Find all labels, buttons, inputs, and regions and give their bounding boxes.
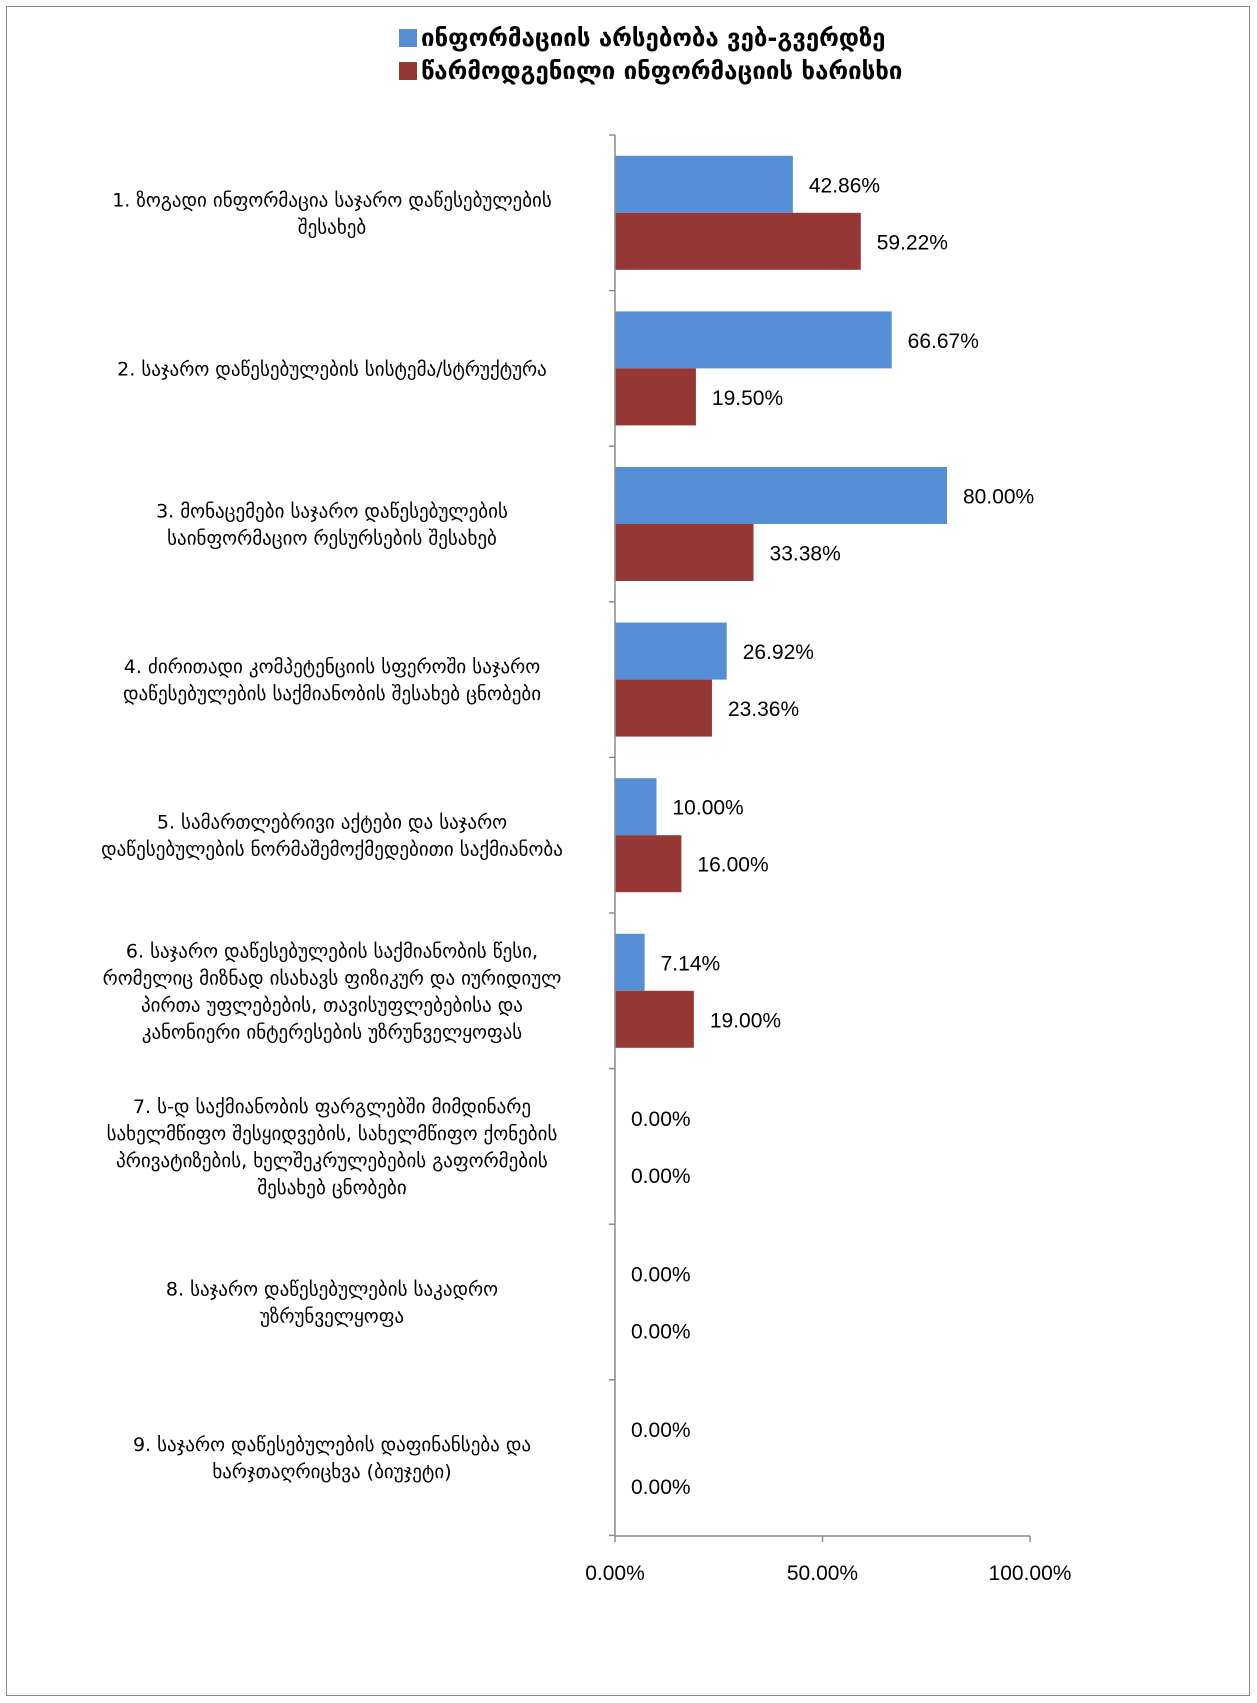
bar-s1-c1 xyxy=(615,155,793,213)
data-label-s2-c6: 19.00% xyxy=(710,1009,781,1032)
category-label-8: 8. საჯარო დაწესებულების საკადრო უზრუნველყ… xyxy=(166,1279,498,1328)
bar-s1-c2 xyxy=(615,311,892,369)
category-label-5: 5. სამართლებრივი აქტები და საჯარო დაწესებ… xyxy=(101,812,563,861)
category-label-7: 7. ს-დ საქმიანობის ფარგლებში მიმდინარე სა… xyxy=(107,1096,558,1199)
bar-s1-c3 xyxy=(615,467,947,524)
legend-swatch-1 xyxy=(399,29,417,47)
category-label-3: 3. მონაცემები საჯარო დაწესებულების საინფო… xyxy=(156,501,508,550)
bar-s2-c5 xyxy=(615,835,682,893)
bar-s2-c4 xyxy=(615,679,712,737)
category-label-9: 9. საჯარო დაწესებულების დაფინანსება და ხა… xyxy=(133,1434,531,1483)
data-label-s1-c4: 26.92% xyxy=(743,641,814,664)
data-label-s2-c7: 0.00% xyxy=(631,1165,691,1188)
data-label-s1-c1: 42.86% xyxy=(809,174,880,197)
bar-s2-c1 xyxy=(615,212,861,270)
x-tick-label-1: 0.00% xyxy=(585,1562,645,1585)
data-label-s2-c5: 16.00% xyxy=(697,854,768,877)
chart-legend: ინფორმაციის არსებობა ვებ-გვერდზე წარმოდგე… xyxy=(399,24,902,85)
data-label-s2-c8: 0.00% xyxy=(631,1321,691,1344)
bars-area xyxy=(615,155,947,1048)
category-label-6: 6. საჯარო დაწესებულების საქმიანობის წესი… xyxy=(103,940,562,1043)
data-label-s1-c6: 7.14% xyxy=(661,952,721,975)
category-label-4: 4. ძირითადი კომპეტენციის სფეროში საჯარო დ… xyxy=(123,656,541,705)
legend-label-2: წარმოდგენილი ინფორმაციის ხარისხი xyxy=(421,57,902,85)
bar-s1-c4 xyxy=(615,622,727,680)
data-label-s1-c7: 0.00% xyxy=(631,1108,691,1131)
bar-s2-c3 xyxy=(615,524,754,581)
bar-s1-c5 xyxy=(615,778,657,836)
data-labels: 42.86% 59.22% 66.67% 19.50% 80.00% 33.38% 26.9… xyxy=(631,174,1034,1499)
x-tick-label-2: 50.00% xyxy=(787,1562,858,1585)
data-label-s1-c9: 0.00% xyxy=(631,1419,691,1442)
data-label-s1-c8: 0.00% xyxy=(631,1264,691,1287)
legend-swatch-2 xyxy=(399,62,417,80)
bar-s2-c2 xyxy=(615,368,696,426)
data-label-s2-c4: 23.36% xyxy=(728,698,799,721)
x-tick-label-3: 100.00% xyxy=(989,1562,1072,1585)
axes: 0.00% 50.00% 100.00% xyxy=(585,134,1072,1585)
data-label-s2-c1: 59.22% xyxy=(877,231,948,254)
category-label-1: 1. ზოგადი ინფორმაცია საჯარო დაწესებულები… xyxy=(112,189,552,238)
bar-s1-c6 xyxy=(615,933,645,991)
data-label-s2-c3: 33.38% xyxy=(770,543,841,566)
data-label-s1-c2: 66.67% xyxy=(908,330,979,353)
bar-s2-c6 xyxy=(615,990,694,1048)
data-label-s1-c3: 80.00% xyxy=(963,486,1034,509)
category-labels: 1. ზოგადი ინფორმაცია საჯარო დაწესებულები… xyxy=(101,189,563,1483)
category-label-2: 2. საჯარო დაწესებულების სისტემა/სტრუქტურ… xyxy=(117,358,547,380)
legend-label-1: ინფორმაციის არსებობა ვებ-გვერდზე xyxy=(421,24,885,52)
data-label-s1-c5: 10.00% xyxy=(673,797,744,820)
data-label-s2-c2: 19.50% xyxy=(712,387,783,410)
data-label-s2-c9: 0.00% xyxy=(631,1476,691,1499)
